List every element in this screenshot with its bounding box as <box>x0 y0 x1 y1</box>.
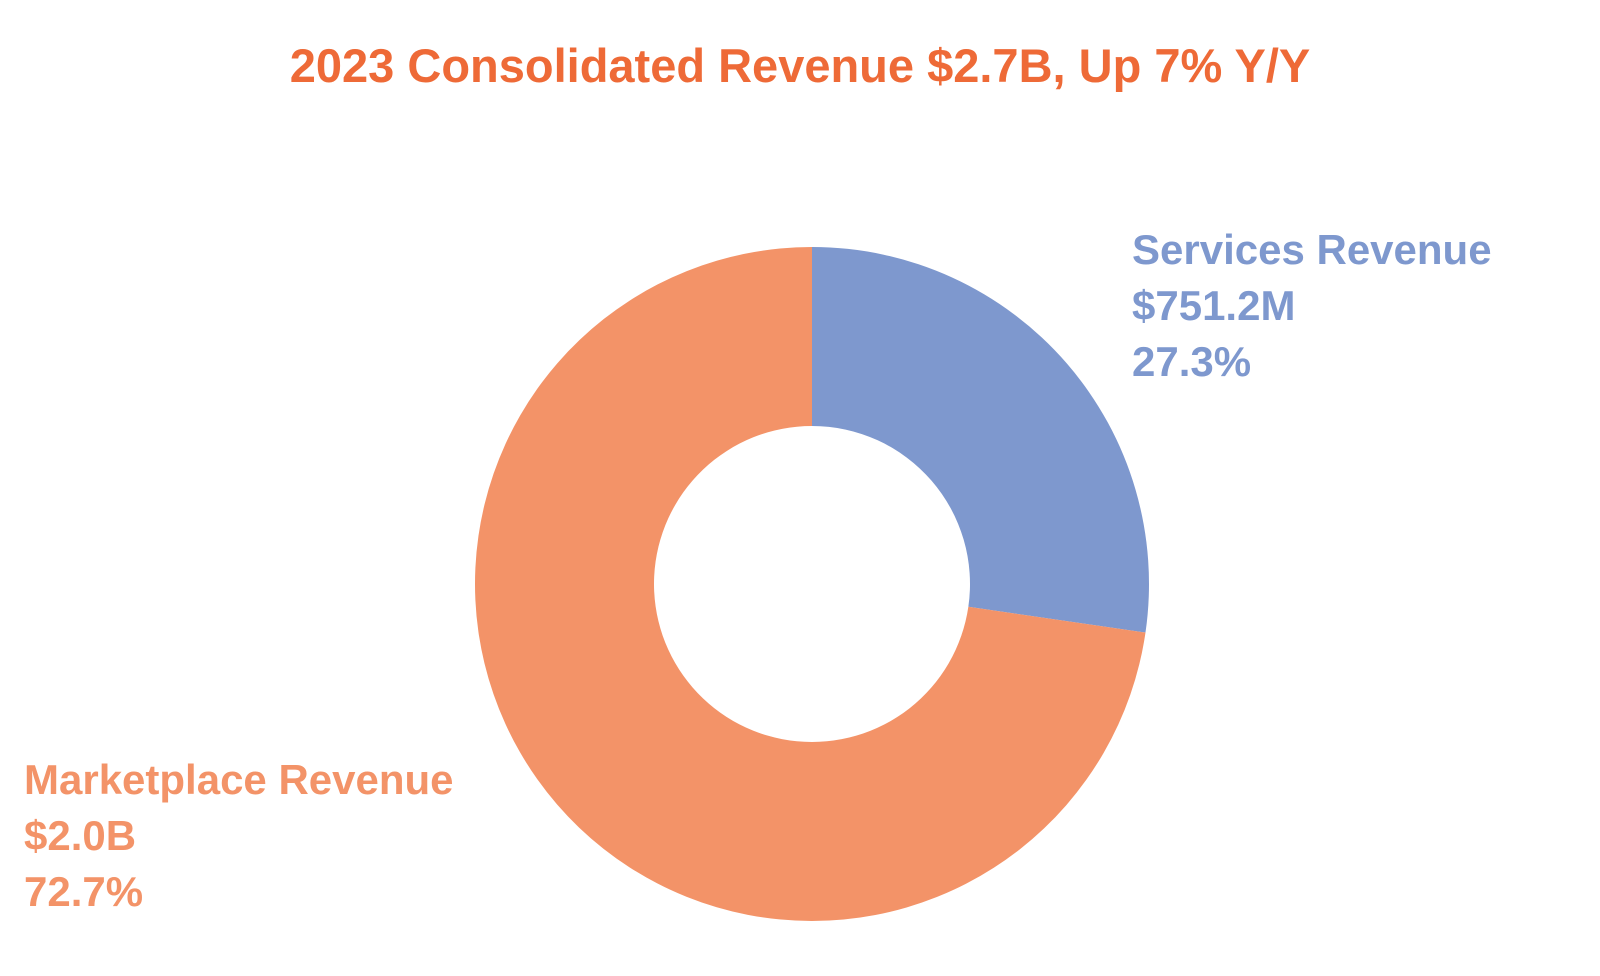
services-name: Services Revenue <box>1132 226 1492 273</box>
slice-services-revenue <box>812 247 1149 633</box>
services-value: $751.2M <box>1132 282 1296 329</box>
marketplace-value: $2.0B <box>24 812 137 859</box>
marketplace-percent: 72.7% <box>24 868 144 915</box>
slice-marketplace-revenue <box>474 247 1146 921</box>
label-services-revenue: Services Revenue $751.2M 27.3% <box>1132 222 1492 390</box>
chart-title: 2023 Consolidated Revenue $2.7B, Up 7% Y… <box>289 39 1311 92</box>
services-percent: 27.3% <box>1132 338 1252 385</box>
marketplace-name: Marketplace Revenue <box>24 756 454 803</box>
label-marketplace-revenue: Marketplace Revenue $2.0B 72.7% <box>24 752 454 920</box>
